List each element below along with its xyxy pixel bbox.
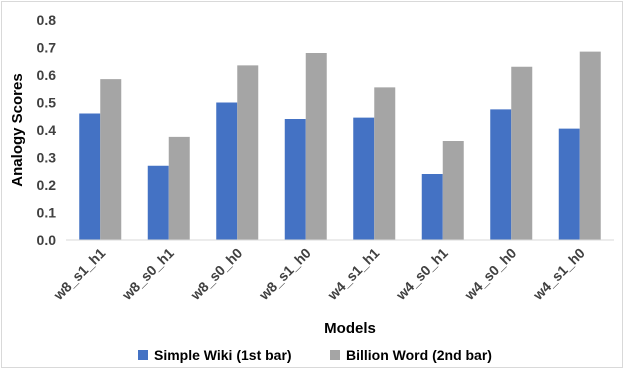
bar-billion-word-w4_s0_h0 — [511, 66, 533, 240]
bars — [79, 51, 601, 240]
x-tick-label: w4_s0_h0 — [461, 245, 520, 304]
legend-label: Simple Wiki (1st bar) — [154, 347, 292, 363]
y-tick-label: 0.0 — [37, 232, 57, 248]
bar-billion-word-w8_s0_h1 — [168, 136, 190, 240]
x-tick-label: w8_s0_h0 — [187, 245, 246, 304]
bar-billion-word-w4_s0_h1 — [442, 141, 464, 240]
bar-simple-wiki-w4_s0_h1 — [421, 174, 443, 240]
x-tick-label: w8_s1_h0 — [255, 245, 314, 304]
x-tick-label: w4_s0_h1 — [392, 245, 451, 304]
y-tick-label: 0.6 — [37, 67, 57, 83]
bar-simple-wiki-w8_s0_h0 — [216, 102, 238, 240]
y-tick-label: 0.1 — [37, 205, 57, 221]
y-tick-label: 0.3 — [37, 150, 57, 166]
bar-simple-wiki-w8_s1_h0 — [284, 119, 306, 240]
x-tick-labels: w8_s1_h1 w8_s0_h1 w8_s0_h0 w8_s1_h0 w4_s1_h1… — [50, 245, 588, 304]
legend-label: Billion Word (2nd bar) — [346, 347, 492, 363]
y-tick-label: 0.8 — [37, 12, 57, 28]
y-tick-labels: 0.0 0.1 0.2 0.3 0.4 0.5 0.6 0.7 0.8 — [37, 12, 57, 248]
bar-simple-wiki-w4_s1_h0 — [558, 128, 580, 240]
bar-simple-wiki-w8_s0_h1 — [147, 165, 169, 240]
legend-swatch — [330, 350, 340, 360]
y-axis-title: Analogy Scores — [9, 73, 26, 186]
x-tick-label: w4_s1_h0 — [529, 245, 588, 304]
x-tick-label: w4_s1_h1 — [324, 245, 383, 304]
bar-billion-word-w4_s1_h1 — [374, 87, 396, 240]
bar-billion-word-w8_s1_h1 — [100, 79, 122, 240]
x-tick-label: w8_s0_h1 — [118, 245, 177, 304]
x-tick-label: w8_s1_h1 — [50, 245, 109, 304]
legend-swatch — [138, 350, 148, 360]
bar-simple-wiki-w4_s0_h0 — [490, 109, 512, 240]
bar-billion-word-w8_s0_h0 — [237, 65, 259, 240]
x-axis-title: Models — [324, 320, 376, 337]
y-tick-label: 0.4 — [37, 122, 57, 138]
bar-simple-wiki-w4_s1_h1 — [353, 117, 375, 240]
bar-billion-word-w4_s1_h0 — [579, 51, 601, 240]
bar-billion-word-w8_s1_h0 — [305, 53, 327, 240]
y-tick-label: 0.2 — [37, 177, 57, 193]
legend: Simple Wiki (1st bar) Billion Word (2nd b… — [138, 347, 492, 363]
bar-simple-wiki-w8_s1_h1 — [79, 113, 101, 240]
y-tick-label: 0.5 — [37, 95, 57, 111]
y-tick-label: 0.7 — [37, 40, 57, 56]
